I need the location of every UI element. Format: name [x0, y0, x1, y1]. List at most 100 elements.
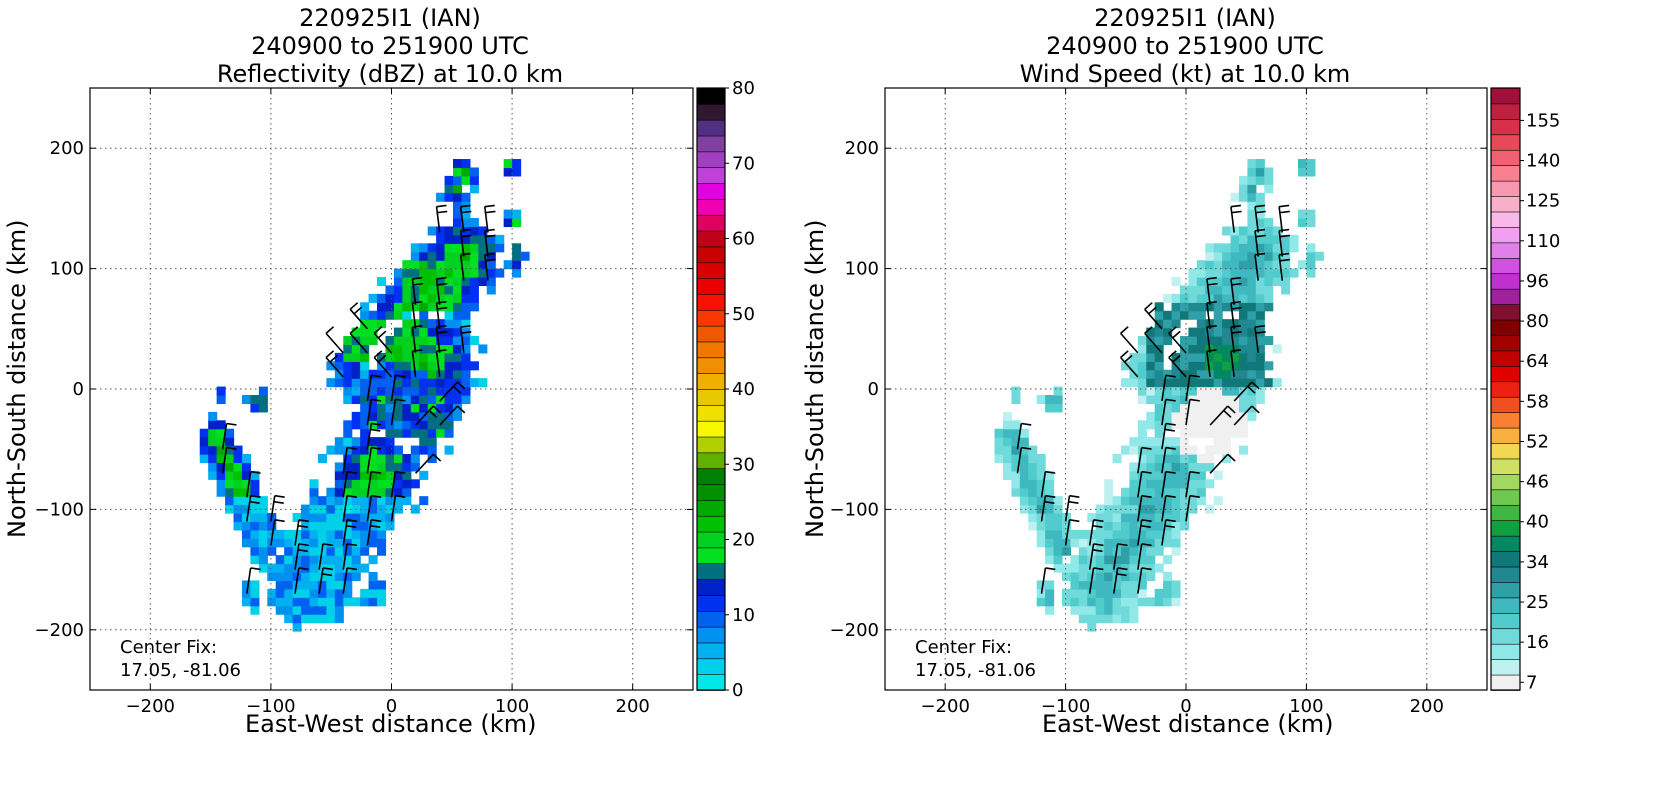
echo-cell	[419, 369, 429, 379]
echo-cell	[1002, 420, 1013, 430]
echo-cell	[1205, 386, 1215, 396]
echo-cell	[427, 319, 437, 329]
echo-cell	[427, 437, 437, 447]
echo-cell	[385, 293, 395, 303]
storm-field	[994, 159, 1324, 632]
wind-barb-staff	[245, 567, 252, 594]
colorbar-segment	[696, 309, 726, 327]
echo-cell	[377, 352, 387, 362]
echo-cell	[258, 521, 268, 531]
center-fix-label: Center Fix: 17.05, -81.06	[120, 636, 241, 682]
echo-cell	[377, 521, 387, 531]
wind-barb-flag	[456, 405, 466, 414]
echo-cell	[1205, 378, 1215, 388]
echo-cell	[1179, 462, 1190, 472]
echo-cell	[301, 521, 311, 531]
echo-cell	[1281, 277, 1291, 287]
echo-cell	[1247, 159, 1257, 169]
echo-cell	[1028, 521, 1038, 531]
echo-cell	[1297, 167, 1307, 177]
wind-barb-flag	[371, 446, 382, 450]
wind-barb-staff	[245, 495, 252, 522]
echo-cell	[1205, 302, 1215, 312]
wind-barb-flag	[460, 325, 471, 328]
echo-cell	[351, 462, 361, 472]
echo-cell	[1129, 538, 1139, 548]
echo-cell	[1137, 386, 1147, 396]
echo-cell	[343, 386, 353, 396]
colorbar-segment	[696, 436, 726, 454]
echo-cell	[1011, 454, 1021, 464]
echo-cell	[317, 555, 327, 565]
wind-barb-flag	[1093, 567, 1104, 571]
echo-cell	[427, 302, 437, 312]
echo-cell	[444, 285, 454, 295]
echo-cell	[1255, 268, 1265, 278]
echo-cell	[1137, 597, 1147, 607]
echo-cell	[410, 428, 420, 438]
echo-cell	[1146, 470, 1156, 480]
wind-barb-staff	[483, 230, 489, 257]
echo-cell	[1154, 588, 1164, 598]
echo-cell	[250, 521, 260, 531]
echo-cell	[1230, 277, 1240, 287]
colorbar-segment	[1490, 103, 1521, 120]
echo-cell	[410, 378, 420, 388]
echo-cell	[275, 597, 285, 607]
echo-cell	[427, 445, 437, 455]
echo-cell	[419, 285, 429, 295]
echo-cell	[334, 470, 344, 480]
echo-cell	[1213, 243, 1223, 253]
echo-cell	[410, 277, 420, 287]
echo-cell	[427, 428, 437, 438]
echo-cell	[1154, 361, 1164, 371]
echo-cell	[368, 336, 378, 346]
reflectivity-title: 220925I1 (IAN) 240900 to 251900 UTC Refl…	[90, 4, 690, 88]
echo-cell	[1247, 192, 1257, 202]
echo-cell	[1205, 361, 1215, 371]
echo-cell	[1120, 496, 1131, 506]
wind-barb-flag	[395, 494, 406, 499]
wind-barb-staff	[325, 332, 344, 354]
echo-cell	[292, 538, 302, 548]
wind-barb-staff	[1209, 453, 1229, 474]
echo-cell	[1196, 260, 1206, 270]
echo-cell	[469, 260, 479, 270]
y-tick-label: 200	[50, 138, 84, 159]
echo-cell	[453, 167, 463, 177]
wind-barb-staff	[435, 326, 441, 353]
echo-cell	[343, 588, 353, 598]
colorbar-tick-label: 64	[1526, 351, 1549, 372]
echo-cell	[1036, 479, 1046, 489]
echo-cell	[334, 529, 344, 539]
echo-cell	[453, 285, 463, 295]
echo-cell	[326, 496, 336, 506]
echo-cell	[1222, 268, 1232, 278]
echo-cell	[334, 597, 344, 607]
echo-cell	[1019, 454, 1029, 464]
echo-cell	[1230, 268, 1240, 278]
echo-cell	[419, 496, 429, 506]
echo-cell	[1028, 487, 1038, 497]
wind-barb-flag	[1172, 330, 1181, 339]
echo-cell	[284, 605, 294, 615]
echo-cell	[1188, 361, 1198, 371]
echo-cell	[317, 513, 327, 523]
echo-cell	[1188, 403, 1198, 413]
wind-barb-flag	[1164, 428, 1175, 432]
y-tick-label: −200	[830, 620, 879, 641]
echo-cell	[199, 454, 209, 464]
echo-cell	[351, 521, 361, 531]
echo-cell	[1104, 572, 1114, 582]
x-tick-label: −100	[246, 696, 295, 717]
echo-cell	[1238, 344, 1249, 354]
echo-cell	[216, 437, 226, 447]
wind-barb-flag	[250, 494, 261, 499]
echo-cell	[1255, 293, 1265, 303]
wind-barb-staff	[1185, 375, 1191, 402]
colorbar-segment	[1490, 643, 1521, 660]
echo-cell	[360, 411, 370, 421]
echo-cell	[1104, 580, 1114, 590]
echo-cell	[1019, 470, 1029, 480]
echo-cell	[410, 302, 420, 312]
